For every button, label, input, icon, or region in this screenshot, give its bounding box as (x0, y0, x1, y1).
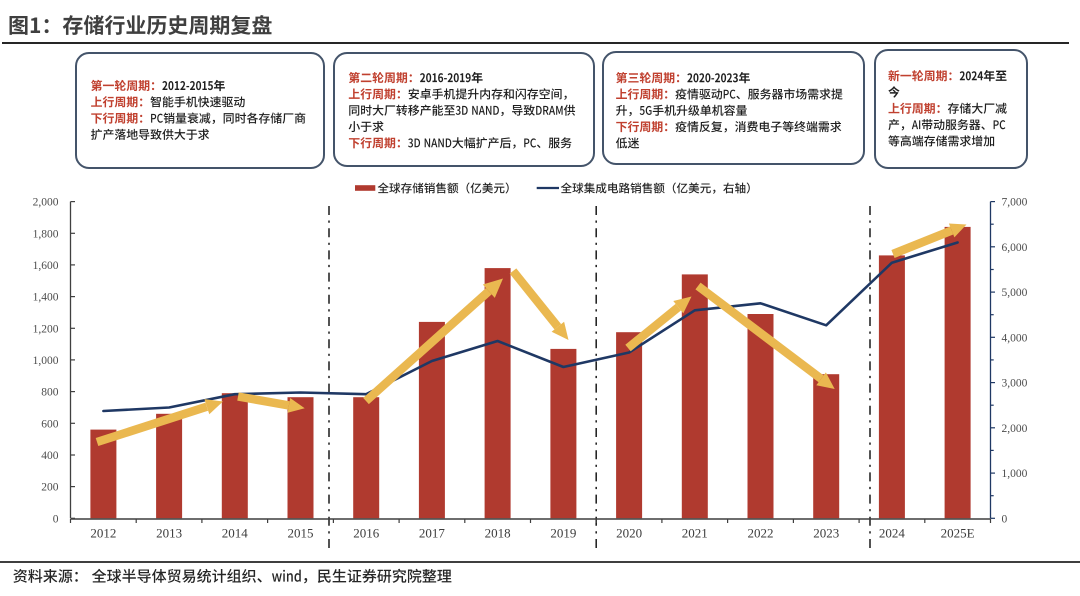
svg-text:2019: 2019 (550, 525, 576, 540)
svg-text:800: 800 (41, 387, 59, 399)
svg-text:600: 600 (41, 418, 59, 430)
svg-text:2015: 2015 (288, 525, 314, 540)
svg-text:0: 0 (53, 513, 59, 525)
svg-text:1,600: 1,600 (33, 260, 59, 272)
svg-text:5,000: 5,000 (1002, 287, 1028, 299)
svg-text:2013: 2013 (156, 525, 182, 540)
svg-text:1,400: 1,400 (33, 292, 59, 304)
svg-text:2024: 2024 (879, 525, 906, 540)
svg-text:2012: 2012 (90, 525, 116, 540)
svg-text:2025E: 2025E (941, 525, 975, 540)
svg-text:3,000: 3,000 (1002, 378, 1028, 390)
svg-text:2018: 2018 (485, 525, 511, 540)
svg-text:200: 200 (41, 482, 59, 494)
svg-text:0: 0 (1002, 513, 1008, 525)
svg-text:2020: 2020 (616, 525, 642, 540)
svg-text:1,000: 1,000 (1002, 468, 1028, 480)
svg-text:2023: 2023 (813, 525, 839, 540)
svg-text:2016: 2016 (353, 525, 380, 540)
svg-text:2,000: 2,000 (1002, 423, 1028, 435)
svg-text:6,000: 6,000 (1002, 242, 1028, 254)
svg-text:1,800: 1,800 (33, 228, 59, 240)
svg-text:1,200: 1,200 (33, 323, 59, 335)
svg-text:400: 400 (41, 450, 59, 462)
svg-text:7,000: 7,000 (1002, 197, 1028, 209)
svg-text:2,000: 2,000 (33, 197, 59, 209)
svg-text:2017: 2017 (419, 525, 446, 540)
svg-text:1,000: 1,000 (33, 355, 59, 367)
svg-text:2014: 2014 (222, 525, 249, 540)
svg-text:2021: 2021 (682, 525, 708, 540)
svg-text:4,000: 4,000 (1002, 332, 1028, 344)
svg-text:2022: 2022 (748, 525, 774, 540)
